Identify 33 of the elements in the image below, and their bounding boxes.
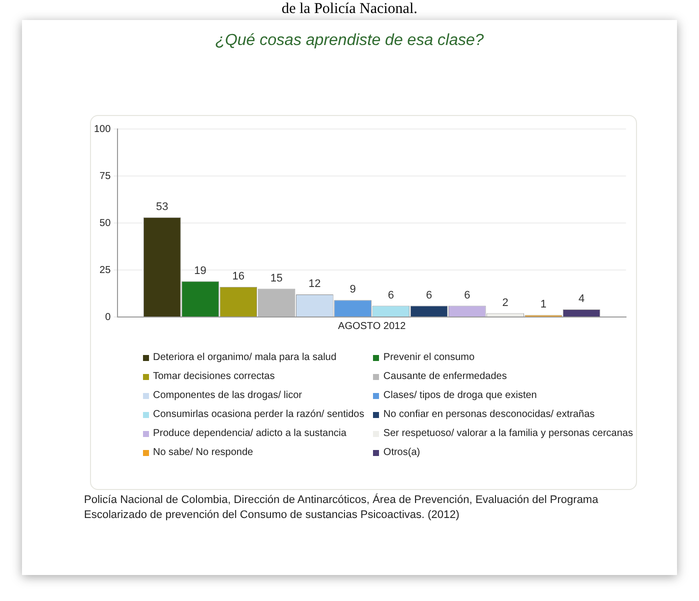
legend-label: Causante de enfermedades bbox=[383, 371, 507, 382]
data-label: 9 bbox=[350, 284, 356, 296]
data-label: 15 bbox=[270, 272, 283, 284]
y-tick-label: 50 bbox=[100, 218, 112, 229]
legend-label: No sabe/ No responde bbox=[153, 447, 254, 458]
text: Policía Nacional de Colombia, Dirección de Antinarcóticos, Área de Prevención, Evaluación del Programa Escolarizado de prevención del Consumo de sustancias Psicoactivas. (2012) bbox=[84, 493, 600, 523]
data-label: 6 bbox=[464, 289, 470, 302]
data-label: 53 bbox=[156, 200, 168, 213]
legend-label: Deteriora el organimo/ mala para la salud bbox=[153, 352, 336, 363]
data-label: 1 bbox=[540, 298, 546, 311]
y-tick-label: 100 bbox=[94, 124, 112, 135]
chart-title: ¿Qué cosas aprendiste de esa clase? bbox=[214, 32, 485, 50]
text: de la Policía Nacional. bbox=[280, 0, 418, 18]
data-label: 19 bbox=[194, 264, 206, 277]
y-tick-label: 75 bbox=[100, 170, 112, 182]
data-label: 12 bbox=[308, 278, 321, 290]
legend-label: Clases/ tipos de droga que existen bbox=[383, 390, 537, 401]
y-tick-label: 0 bbox=[105, 312, 112, 323]
legend-label: Ser respetuoso/ valorar a la familia y personas cercanas bbox=[383, 428, 633, 439]
legend-label: Consumirlas ocasiona perder la razón/ sentidos bbox=[153, 409, 364, 420]
y-tick-label: 25 bbox=[100, 264, 112, 276]
legend-label: Produce dependencia/ adicto a la sustancia bbox=[153, 428, 346, 439]
x-tick-label: AGOSTO 2012 bbox=[338, 320, 406, 332]
data-label: 2 bbox=[502, 296, 508, 309]
legend-label: Tomar decisiones correctas bbox=[153, 371, 275, 382]
data-label: 6 bbox=[388, 289, 394, 302]
data-label: 6 bbox=[426, 289, 432, 302]
legend-label: Prevenir el consumo bbox=[383, 352, 475, 363]
data-label: 4 bbox=[578, 293, 585, 306]
legend-label: No confiar en personas desconocidas/ extrañas bbox=[383, 409, 595, 420]
data-label: 16 bbox=[232, 270, 245, 282]
legend-label: Componentes de las drogas/ licor bbox=[153, 390, 302, 401]
legend-label: Otros(a) bbox=[383, 447, 420, 458]
